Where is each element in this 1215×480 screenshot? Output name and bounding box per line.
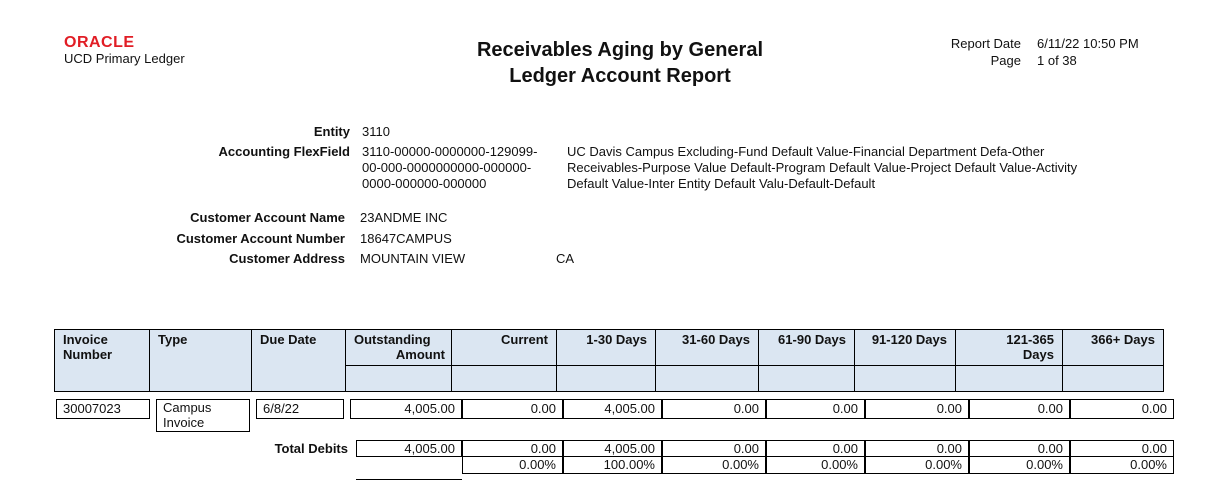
flexfield-label: Accounting FlexField	[150, 144, 350, 159]
total-outstanding: 4,005.00	[356, 440, 462, 457]
flexfield-description-line-2: Receivables-Purpose Value Default-Progra…	[567, 160, 1077, 176]
col-invoice-number: Invoice Number	[55, 330, 150, 392]
total-debits-label: Total Debits	[230, 441, 348, 456]
customer-address-state: CA	[556, 251, 574, 266]
cell-91-120: 0.00	[865, 399, 969, 419]
percent-91-120: 0.00%	[865, 457, 969, 474]
cell-type: Campus Invoice	[156, 399, 250, 432]
customer-address-city: MOUNTAIN VIEW	[360, 251, 465, 266]
col-366-sub	[1063, 366, 1164, 392]
customer-number-value: 18647CAMPUS	[360, 231, 452, 246]
aging-table-header: Invoice Number Type Due Date Outstanding…	[54, 329, 1164, 392]
report-title-line-1: Receivables Aging by General	[410, 37, 830, 63]
flexfield-code: 3110-00000-0000000-129099- 00-000-000000…	[362, 144, 537, 192]
percent-current: 0.00%	[462, 457, 563, 474]
col-current-sub	[452, 366, 557, 392]
total-1-30: 4,005.00	[563, 440, 662, 457]
customer-name-label: Customer Account Name	[100, 210, 345, 225]
cell-type-line-2: Invoice	[163, 415, 249, 430]
customer-name-value: 23ANDME INC	[360, 210, 447, 225]
col-due-date: Due Date	[252, 330, 346, 392]
col-121-365-line-1: 121-365	[964, 332, 1054, 347]
cell-outstanding: 4,005.00	[350, 399, 462, 419]
report-date-value: 6/11/22 10:50 PM	[1037, 35, 1139, 52]
total-61-90: 0.00	[766, 440, 865, 457]
flexfield-code-line-3: 0000-000000-000000	[362, 176, 537, 192]
customer-number-label: Customer Account Number	[100, 231, 345, 246]
col-121-365-line-2: Days	[964, 347, 1054, 362]
cell-31-60: 0.00	[662, 399, 766, 419]
customer-address-label: Customer Address	[100, 251, 345, 266]
page-label: Page	[900, 52, 1021, 69]
total-366-plus: 0.00	[1070, 440, 1174, 457]
report-date-label: Report Date	[900, 35, 1021, 52]
entity-label: Entity	[150, 124, 350, 139]
total-current: 0.00	[462, 440, 563, 457]
cell-type-line-1: Campus	[163, 400, 249, 415]
flexfield-description-line-1: UC Davis Campus Excluding-Fund Default V…	[567, 144, 1077, 160]
cell-121-365: 0.00	[969, 399, 1070, 419]
page-number: 1 of 38	[1037, 52, 1139, 69]
col-91-120-sub	[855, 366, 956, 392]
oracle-logo: ORACLE	[64, 34, 135, 52]
col-1-30-days: 1-30 Days	[557, 330, 656, 366]
col-current: Current	[452, 330, 557, 366]
percent-1-30: 100.00%	[563, 457, 662, 474]
total-121-365: 0.00	[969, 440, 1070, 457]
flexfield-description: UC Davis Campus Excluding-Fund Default V…	[567, 144, 1077, 192]
report-title-line-2: Ledger Account Report	[410, 63, 830, 89]
col-61-90-sub	[759, 366, 855, 392]
flexfield-code-line-2: 00-000-0000000000-000000-	[362, 160, 537, 176]
total-31-60: 0.00	[662, 440, 766, 457]
col-type: Type	[150, 330, 252, 392]
col-invoice-number-line-2: Number	[63, 347, 141, 362]
percent-61-90: 0.00%	[766, 457, 865, 474]
total-91-120: 0.00	[865, 440, 969, 457]
col-366-plus-days: 366+ Days	[1063, 330, 1164, 366]
col-outstanding-line-2: Amount	[354, 347, 445, 362]
col-121-365-days: 121-365 Days	[956, 330, 1063, 366]
cell-366-plus: 0.00	[1070, 399, 1174, 419]
report-meta-values: 6/11/22 10:50 PM 1 of 38	[1037, 35, 1139, 69]
cell-61-90: 0.00	[766, 399, 865, 419]
col-31-60-days: 31-60 Days	[656, 330, 759, 366]
report-title: Receivables Aging by General Ledger Acco…	[410, 37, 830, 89]
ledger-name: UCD Primary Ledger	[64, 51, 185, 66]
entity-value: 3110	[362, 124, 390, 139]
report-meta-labels: Report Date Page	[900, 35, 1021, 69]
col-1-30-sub	[557, 366, 656, 392]
col-invoice-number-line-1: Invoice	[63, 332, 141, 347]
percent-121-365: 0.00%	[969, 457, 1070, 474]
col-outstanding-sub	[346, 366, 452, 392]
cell-due-date: 6/8/22	[256, 399, 344, 419]
col-121-365-sub	[956, 366, 1063, 392]
cell-current: 0.00	[462, 399, 563, 419]
flexfield-code-line-1: 3110-00000-0000000-129099-	[362, 144, 537, 160]
percent-31-60: 0.00%	[662, 457, 766, 474]
col-outstanding-line-1: Outstanding	[354, 332, 445, 347]
col-61-90-days: 61-90 Days	[759, 330, 855, 366]
cell-invoice-number: 30007023	[56, 399, 150, 419]
percent-366-plus: 0.00%	[1070, 457, 1174, 474]
flexfield-description-line-3: Default Value-Inter Entity Default Valu-…	[567, 176, 1077, 192]
cell-1-30: 4,005.00	[563, 399, 662, 419]
col-91-120-days: 91-120 Days	[855, 330, 956, 366]
col-31-60-sub	[656, 366, 759, 392]
col-outstanding-amount: Outstanding Amount	[346, 330, 452, 366]
